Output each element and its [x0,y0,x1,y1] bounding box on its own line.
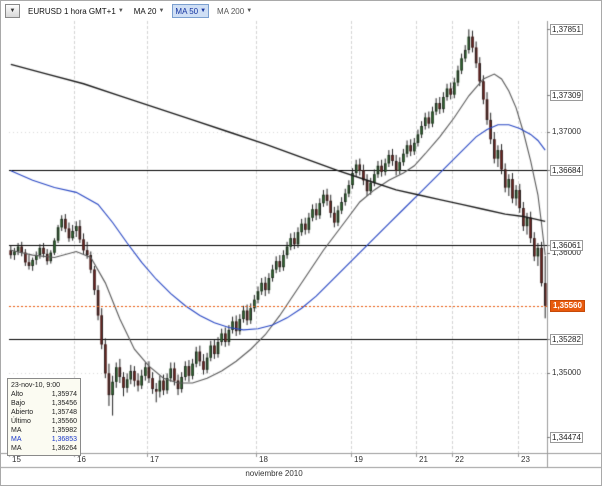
data-window-row-last: Último 1,35560 [11,417,77,426]
indicator-ma20-label: MA 20 [133,6,157,16]
row-value: 1,35456 [51,400,77,407]
data-window-row-ma200: MA 1,36264 [11,444,77,453]
symbol-timeframe-label: EURUSD 1 hora GMT+1 [28,6,116,16]
row-label: MA [11,445,22,452]
data-window-row-high: Alto 1,35974 [11,390,77,399]
caret-down-icon: ▼ [200,8,207,14]
indicator-ma50-label: MA 50 [175,6,199,16]
data-window-panel[interactable]: 23-nov-10, 9:00 Alto 1,35974 Bajo 1,3545… [7,378,81,456]
row-value: 1,35748 [51,409,77,416]
row-value: 1,35974 [51,391,77,398]
indicator-ma200-label: MA 200 [217,6,245,16]
row-value: 1,36264 [51,445,77,452]
row-label: MA [11,427,22,434]
data-window-timestamp: 23-nov-10, 9:00 [11,381,77,390]
row-value: 1,35982 [51,427,77,434]
data-window-row-ma20: MA 1,35982 [11,426,77,435]
row-label: Alto [11,391,24,398]
indicator-ma200-selector[interactable]: MA 200 ▼ [215,5,254,17]
row-label: Bajo [11,400,26,407]
data-window-row-open: Abierto 1,35748 [11,408,77,417]
symbol-timeframe-selector[interactable]: EURUSD 1 hora GMT+1 ▼ [26,5,126,17]
row-label: Abierto [11,409,34,416]
row-value: 1,36853 [51,436,77,443]
indicator-ma20-selector[interactable]: MA 20 ▼ [132,5,167,17]
row-label: MA [11,436,22,443]
chart-menu-button[interactable]: ▼ [5,4,20,18]
data-window-row-ma50: MA 1,36853 [11,435,77,444]
caret-down-icon: ▼ [158,8,165,14]
chart-toolbar: ▼ EURUSD 1 hora GMT+1 ▼ MA 20 ▼ MA 50 ▼ … [5,4,254,18]
row-label: Último [11,418,31,425]
x-axis-month-label: noviembre 2010 [245,469,303,478]
data-window-row-low: Bajo 1,35456 [11,399,77,408]
data-window-timestamp-text: 23-nov-10, 9:00 [11,382,61,389]
caret-down-icon: ▼ [117,8,124,14]
caret-down-icon: ▼ [9,8,16,14]
row-value: 1,35560 [51,418,77,425]
indicator-ma50-selector[interactable]: MA 50 ▼ [172,4,210,18]
caret-down-icon: ▼ [246,8,253,14]
